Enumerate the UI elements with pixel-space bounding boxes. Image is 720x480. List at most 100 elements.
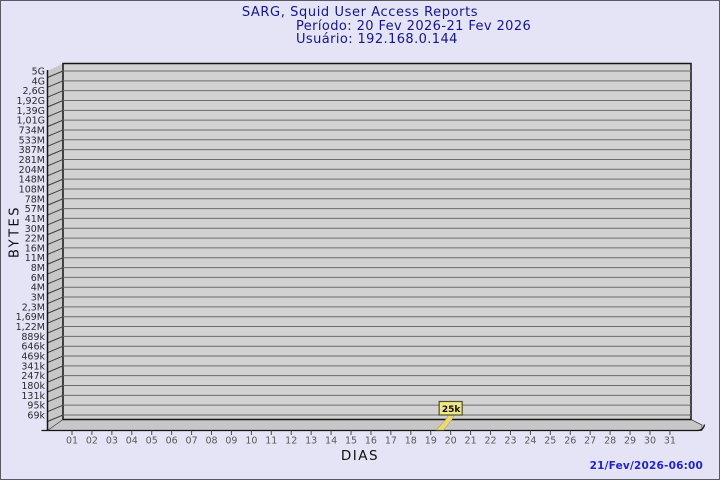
y-tick-3d	[47, 149, 64, 157]
y-tick-3d	[47, 276, 64, 285]
x-axis-tick-label: 29	[624, 436, 636, 447]
x-axis-tick-label: 05	[146, 436, 158, 447]
x-axis-tick-label: 10	[245, 436, 257, 447]
y-axis-tick-label: 341k	[21, 361, 45, 372]
y-tick-3d	[47, 355, 64, 363]
y-axis-tick-label: 469k	[21, 352, 45, 363]
x-axis-tick-label: 13	[305, 436, 317, 447]
y-axis-tick-label: 57M	[25, 204, 45, 215]
y-tick-3d	[47, 286, 64, 295]
y-tick-3d	[47, 188, 64, 196]
x-axis-tick-label: 25	[544, 436, 556, 447]
y-axis-tick-label: 78M	[25, 194, 45, 205]
y-axis-tick-label: 148M	[19, 175, 45, 186]
y-axis-tick-label: 2,6G	[23, 86, 45, 97]
y-axis-tick-label: 180k	[21, 381, 45, 392]
y-tick-3d	[47, 90, 64, 98]
x-axis-tick-label: 11	[265, 436, 277, 447]
chart-period-line: Período: 20 Fev 2026-21 Fev 2026	[296, 19, 532, 34]
y-axis-tick-label: 8M	[31, 263, 45, 274]
y-tick-3d	[47, 217, 64, 226]
y-tick-3d	[47, 257, 64, 265]
y-axis-tick-label: 1,69M	[16, 312, 45, 323]
y-axis-tick-label: 4G	[32, 76, 45, 87]
x-axis-tick-label: 08	[205, 436, 217, 447]
y-axis-tick-label: 30M	[25, 224, 45, 235]
x-axis-tick-label: 23	[504, 436, 516, 447]
y-axis-tick-label: 1,22M	[16, 322, 45, 333]
y-tick-3d	[47, 345, 64, 354]
y-axis-tick-label: 1,39G	[16, 106, 45, 117]
y-axis-tick-label: 387M	[19, 145, 45, 156]
annotation-box	[438, 400, 463, 416]
y-tick-3d	[47, 178, 64, 187]
y-axis-tick-label: 11M	[25, 253, 45, 264]
y-axis-tick-label: 734M	[19, 125, 45, 136]
x-axis-tick-label: 30	[644, 436, 656, 447]
x-axis-tick-label: 20	[445, 436, 457, 447]
y-tick-3d	[47, 129, 64, 137]
y-tick-3d	[47, 267, 64, 275]
y-axis-tick-label: 69k	[27, 411, 45, 422]
x-axis-tick-label: 22	[484, 436, 496, 447]
x-axis-tick-label: 04	[126, 436, 138, 447]
y-axis-title: BYTES	[7, 204, 23, 259]
x-axis-tick-label: 26	[564, 436, 576, 447]
y-tick-3d	[47, 365, 64, 373]
y-tick-3d	[47, 247, 64, 255]
plot-area	[62, 62, 692, 421]
x-axis-tick-label: 19	[425, 436, 437, 447]
x-axis-tick-label: 06	[166, 436, 178, 447]
y-axis-tick-label: 108M	[19, 184, 45, 195]
y-tick-3d	[47, 109, 64, 118]
y-tick-3d	[47, 414, 64, 422]
y-tick-3d	[47, 70, 64, 78]
y-tick-3d	[47, 375, 64, 383]
x-axis-tick-label: 01	[66, 436, 78, 447]
annotation-label: 25k	[442, 405, 462, 415]
y-axis-tick-label: 281M	[19, 155, 45, 166]
chart-user-line: Usuário: 192.168.0.144	[296, 32, 458, 47]
y-axis-tick-label: 16M	[25, 243, 45, 254]
y-axis-tick-label: 2,3M	[22, 302, 45, 313]
x-axis-tick-label: 31	[664, 436, 676, 447]
y-axis-tick-label: 3M	[31, 293, 45, 304]
x-axis-tick-label: 14	[325, 436, 337, 447]
left-3d-face	[47, 63, 63, 431]
y-tick-3d	[47, 394, 64, 403]
x-axis-tick-label: 02	[86, 436, 98, 447]
y-tick-3d	[47, 119, 64, 128]
y-tick-3d	[47, 198, 64, 206]
chart-title: SARG, Squid User Access Reports	[241, 5, 479, 20]
y-tick-3d	[47, 100, 64, 108]
x-axis-tick-label: 09	[225, 436, 237, 447]
y-axis-tick-label: 6M	[31, 273, 45, 284]
x-axis-tick-label: 28	[604, 436, 616, 447]
x-axis-tick-label: 12	[285, 436, 297, 447]
x-axis-tick-label: 21	[465, 436, 477, 447]
y-tick-3d	[47, 237, 64, 246]
y-tick-3d	[47, 139, 64, 147]
x-axis-tick-label: 18	[405, 436, 417, 447]
y-tick-3d	[47, 168, 64, 177]
y-axis-tick-label: 22M	[25, 234, 45, 245]
y-axis-tick-label: 533M	[19, 135, 45, 146]
x-axis-line	[41, 424, 706, 432]
x-axis-tick-label: 07	[186, 436, 198, 447]
y-tick-3d	[47, 296, 64, 305]
y-axis-tick-label: 5G	[32, 67, 45, 78]
y-tick-3d	[47, 80, 64, 88]
x-axis-tick-label: 27	[584, 436, 596, 447]
x-axis-tick-label: 24	[524, 436, 536, 447]
y-tick-3d	[47, 227, 64, 236]
y-axis-tick-label: 646k	[21, 342, 45, 353]
y-tick-3d	[47, 316, 64, 324]
bottom-3d-face	[46, 419, 703, 431]
report-timestamp: 21/Fev/2026-06:00	[589, 460, 703, 472]
x-axis-tick-label: 03	[106, 436, 118, 447]
y-tick-3d	[47, 385, 64, 393]
x-axis-tick-label: 15	[345, 436, 357, 447]
y-tick-3d	[47, 326, 64, 334]
y-axis-tick-label: 889k	[21, 332, 45, 343]
